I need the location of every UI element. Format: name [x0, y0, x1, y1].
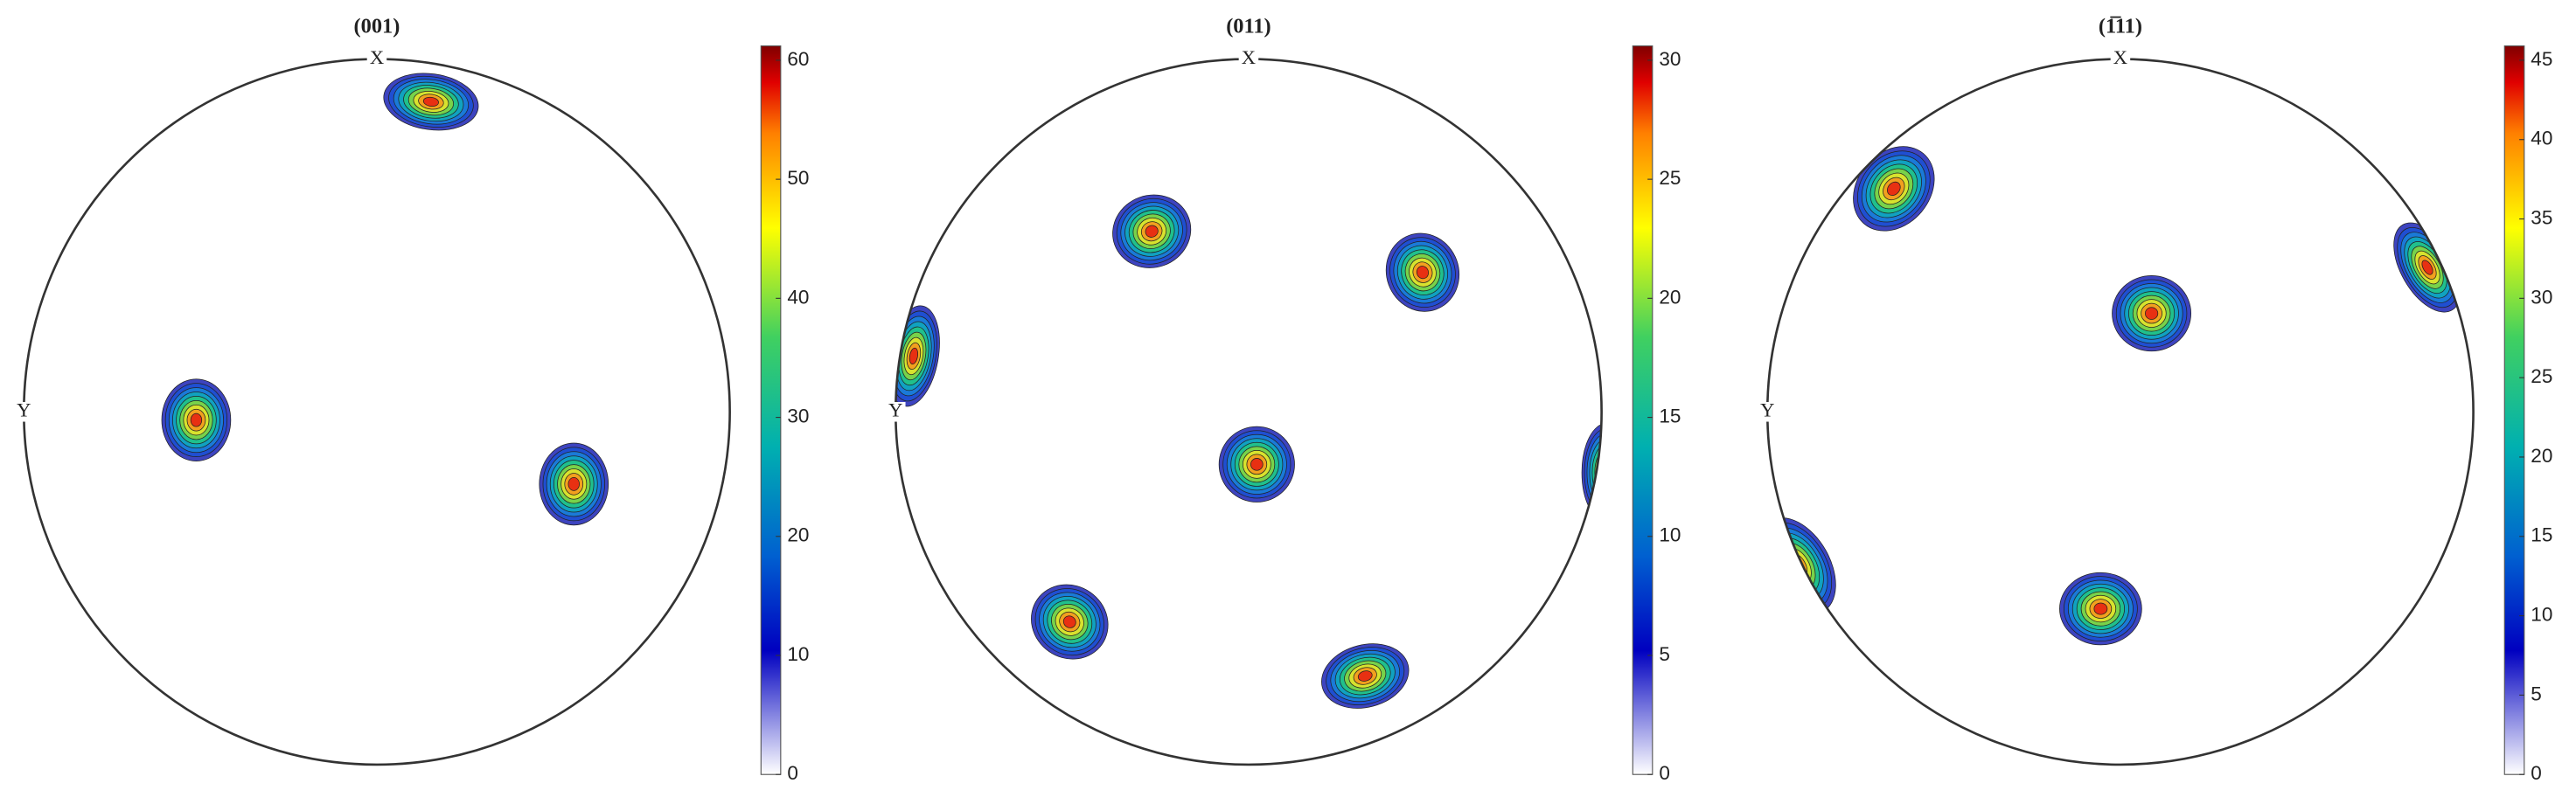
density-peak [1767, 517, 1836, 615]
contour-level [2093, 602, 2108, 615]
contour-level [190, 412, 203, 427]
colorbar-tick-label: 5 [2531, 683, 2542, 704]
y-axis-label: Y [1760, 399, 1774, 420]
density-peak [1321, 643, 1410, 709]
contour-level [1767, 517, 1836, 615]
colorbar-tick-label: 45 [2531, 48, 2552, 70]
label-bg [14, 402, 34, 422]
density-peak [1112, 194, 1192, 268]
colorbar-tick-label: 40 [787, 286, 809, 308]
colorbar-tick-label: 20 [2531, 445, 2552, 467]
contour-level [1603, 465, 1611, 481]
contour-level [1062, 615, 1076, 628]
x-axis-label: X [1242, 46, 1256, 68]
colorbar-tick-label: 15 [2531, 524, 2552, 546]
colorbar-tick-label: 10 [1659, 524, 1681, 546]
density-peak [383, 73, 479, 131]
contour-level [1597, 454, 1602, 491]
density-peak [895, 305, 940, 407]
contour-level [1599, 459, 1602, 487]
figure-title: (1̅11) [2099, 15, 2142, 38]
colorbar-tick-label: 20 [1659, 286, 1681, 308]
contour-level [1250, 458, 1264, 471]
colorbar-tick-label: 35 [2531, 206, 2552, 228]
density-peak [161, 378, 232, 461]
label-bg [886, 402, 906, 422]
density-contours [1767, 146, 2461, 646]
pole-figure: (011) X Y 0 5 10 15 20 25 30 [886, 15, 1681, 784]
y-axis-label: Y [17, 399, 31, 420]
label-bg [2110, 47, 2131, 67]
contour-level [1357, 670, 1373, 682]
density-peak [539, 442, 609, 526]
projection-circle [22, 58, 731, 766]
x-axis-label: X [370, 46, 384, 68]
contour-level [909, 347, 919, 365]
label-bg [366, 47, 387, 67]
contour-level [1145, 225, 1159, 238]
contour-level [1416, 266, 1430, 280]
label-bg [1238, 47, 1259, 67]
colorbar-tick-label: 60 [787, 48, 809, 70]
colorbar-tick-label: 5 [1659, 643, 1670, 665]
colorbar-tick-label: 10 [2531, 604, 2552, 626]
density-peak [1853, 146, 1935, 232]
colorbar-tick-label: 30 [787, 405, 809, 427]
colorbar-tick-label: 25 [2531, 365, 2552, 387]
colorbar-tick-label: 30 [1659, 48, 1681, 70]
colorbar-tick-label: 10 [787, 643, 809, 665]
colorbar-tick-label: 20 [787, 524, 809, 546]
density-peak [2393, 222, 2461, 313]
pole-figure: (1̅11) X Y 0 5 10 15 20 25 30 35 40 45 [1757, 15, 2552, 784]
x-axis-label: X [2113, 46, 2127, 68]
colorbar [760, 45, 782, 775]
figure-title: (001) [354, 15, 400, 38]
density-contours [161, 73, 609, 526]
figure-title: (011) [1226, 15, 1271, 38]
contour-level [1887, 181, 1901, 197]
colorbar-tick-label: 40 [2531, 128, 2552, 149]
colorbar-tick-label: 50 [787, 167, 809, 189]
colorbar-tick-label: 0 [2531, 762, 2542, 784]
density-peak [1031, 584, 1109, 660]
colorbar [1632, 45, 1654, 775]
pole-figure: (001) X Y 0 10 20 30 40 50 60 [14, 15, 809, 784]
contour-level [2145, 307, 2159, 320]
projection-circle [894, 58, 1603, 766]
contour-level [567, 476, 580, 491]
contour-level [422, 96, 439, 107]
colorbar-tick-label: 25 [1659, 167, 1681, 189]
colorbar-tick-label: 15 [1659, 405, 1681, 427]
density-peak [2059, 572, 2142, 646]
y-axis-label: Y [888, 399, 902, 420]
colorbar [2503, 45, 2525, 775]
density-peak [2112, 275, 2192, 352]
density-peak [1385, 232, 1460, 312]
label-bg [1757, 402, 1778, 422]
colorbar-tick-label: 30 [2531, 286, 2552, 308]
contour-level [2421, 260, 2433, 275]
density-peak [1218, 426, 1295, 502]
colorbar-tick-label: 0 [1659, 762, 1670, 784]
colorbar-tick-label: 0 [787, 762, 798, 784]
